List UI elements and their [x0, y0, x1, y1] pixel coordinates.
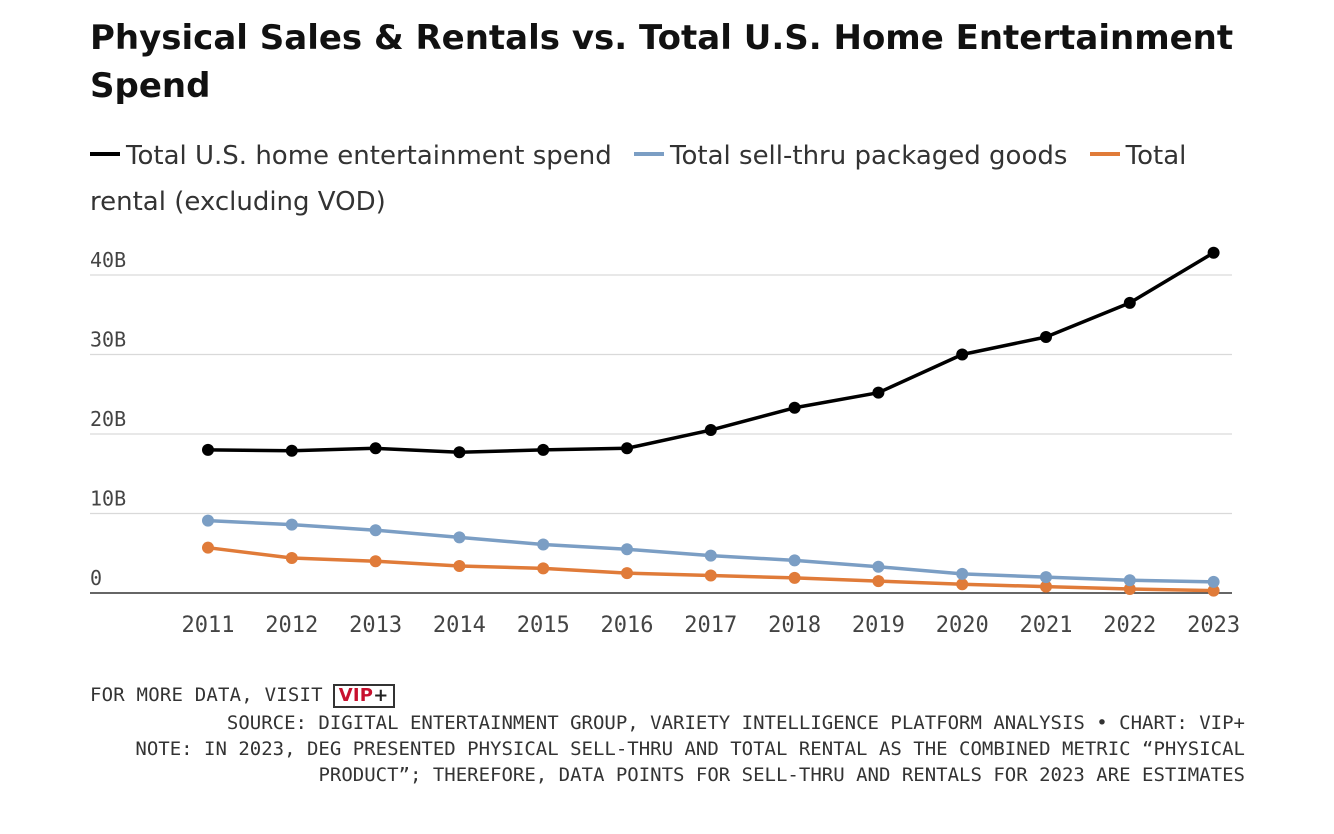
y-tick-label: 0: [90, 566, 102, 590]
data-point: [202, 541, 214, 554]
data-point: [621, 567, 633, 580]
legend-item-sell-thru: Total sell-thru packaged goods: [634, 141, 1067, 171]
data-point: [788, 401, 801, 414]
legend-swatch-rental: [1089, 151, 1120, 156]
vip-logo-plus: +: [373, 685, 389, 706]
footer-visit-text: FOR MORE DATA, VISIT: [90, 684, 323, 706]
x-tick-label: 2015: [517, 613, 570, 638]
data-point: [1040, 580, 1052, 593]
data-point: [285, 518, 298, 531]
data-point: [788, 571, 801, 584]
data-point: [1207, 584, 1220, 597]
data-point: [537, 538, 550, 551]
data-point: [537, 443, 550, 456]
x-tick-label: 2022: [1103, 613, 1156, 638]
data-point: [369, 524, 382, 537]
x-tick-label: 2013: [349, 613, 402, 638]
x-tick-label: 2020: [936, 613, 989, 638]
data-point: [369, 442, 382, 455]
x-tick-label: 2011: [182, 613, 235, 638]
vip-logo-text: VIP: [338, 685, 374, 706]
data-point: [1123, 574, 1136, 587]
data-point: [1123, 296, 1136, 309]
data-point: [704, 569, 717, 582]
data-point: [621, 543, 633, 556]
data-point: [202, 514, 214, 527]
data-point: [453, 531, 466, 544]
x-tick-label: 2014: [433, 613, 486, 638]
data-point: [369, 555, 382, 568]
data-point: [872, 560, 885, 573]
legend-label-sell-thru: Total sell-thru packaged goods: [670, 141, 1068, 171]
chart-legend: Total U.S. home entertainment spend Tota…: [90, 133, 1250, 225]
data-point: [202, 443, 214, 456]
x-tick-label: 2019: [852, 613, 905, 638]
data-point: [704, 549, 717, 562]
series-line-0: [206, 250, 1216, 455]
x-tick-label: 2023: [1187, 613, 1240, 638]
footer-notes: SOURCE: DIGITAL ENTERTAINMENT GROUP, VAR…: [85, 710, 1245, 788]
data-point: [453, 559, 466, 572]
data-point: [956, 567, 969, 580]
chart-title: Physical Sales & Rentals vs. Total U.S. …: [90, 18, 1234, 106]
data-point: [285, 444, 298, 457]
x-tick-label: 2021: [1020, 613, 1073, 638]
legend-item-rental: Total rental (excluding VOD): [90, 141, 1186, 217]
methodology-note: NOTE: IN 2023, DEG PRESENTED PHYSICAL SE…: [135, 738, 1245, 786]
legend-label-rental: Total rental (excluding VOD): [90, 141, 1187, 217]
x-tick-label: 2012: [265, 613, 318, 638]
data-point: [788, 554, 801, 567]
data-point: [704, 424, 717, 437]
data-point: [537, 562, 550, 575]
data-point: [1207, 575, 1220, 588]
vip-plus-logo[interactable]: VIP+: [332, 684, 395, 708]
data-point: [1040, 571, 1052, 584]
data-point: [285, 552, 298, 565]
y-tick-label: 20B: [90, 407, 126, 431]
data-point: [956, 578, 969, 591]
source-note: SOURCE: DIGITAL ENTERTAINMENT GROUP, VAR…: [226, 712, 1245, 734]
data-point: [956, 348, 969, 361]
x-tick-label: 2017: [684, 613, 737, 638]
legend-label-total-spend: Total U.S. home entertainment spend: [126, 141, 612, 171]
y-tick-label: 10B: [90, 487, 126, 511]
data-point: [1040, 331, 1052, 344]
data-point: [453, 446, 466, 459]
legend-swatch-sell-thru: [634, 151, 665, 156]
y-tick-label: 30B: [90, 328, 126, 352]
data-point: [1123, 583, 1136, 596]
x-tick-label: 2018: [768, 613, 821, 638]
legend-item-total-spend: Total U.S. home entertainment spend: [90, 141, 612, 171]
y-tick-label: 40B: [90, 248, 126, 272]
data-point: [872, 386, 885, 399]
data-point: [872, 575, 885, 588]
data-point: [621, 442, 633, 455]
x-tick-label: 2016: [601, 613, 654, 638]
legend-swatch-total-spend: [90, 151, 120, 156]
footer-visit: FOR MORE DATA, VISIT VIP+: [90, 684, 395, 708]
data-point: [1207, 246, 1220, 259]
